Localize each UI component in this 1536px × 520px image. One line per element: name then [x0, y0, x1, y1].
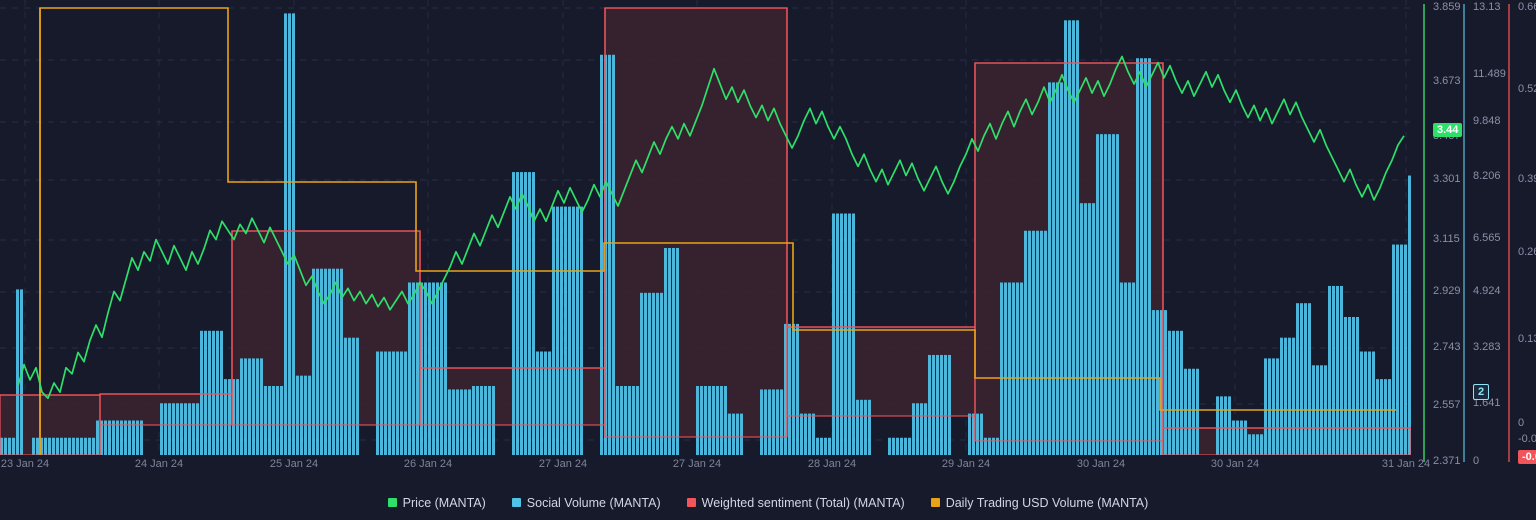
legend-price[interactable]: Price (MANTA) — [387, 495, 486, 510]
x-axis-tick: 27 Jan 24 — [538, 458, 588, 470]
legend-social-volume-swatch-icon — [511, 498, 521, 507]
weighted-sentiment-axis-tick: -0.027 — [1518, 433, 1536, 445]
price-axis-tick: 3.859 — [1433, 1, 1461, 13]
social-volume-axis-line — [1463, 4, 1465, 462]
social-volume-axis-tick: 0 — [1473, 455, 1480, 467]
social-volume-axis-current-value-badge: 2 — [1473, 384, 1490, 400]
weighted-sentiment-axis-tick: 0.132 — [1518, 333, 1536, 345]
social-volume-axis-tick: 1.641 — [1473, 397, 1501, 409]
social-volume-axis-tick: 8.206 — [1473, 170, 1501, 182]
price-axis-line — [1423, 4, 1425, 462]
social-volume-axis-tick: 9.848 — [1473, 115, 1501, 127]
price-axis-tick: 3.673 — [1433, 75, 1461, 87]
legend-trading-volume-label: Daily Trading USD Volume (MANTA) — [945, 495, 1149, 510]
weighted-sentiment-axis-tick: 0.661 — [1518, 1, 1536, 13]
x-axis-tick: 24 Jan 24 — [134, 458, 184, 470]
price-axis-current-value-badge: 3.44 — [1433, 123, 1463, 137]
legend-weighted-sentiment-label: Weighted sentiment (Total) (MANTA) — [701, 495, 905, 510]
weighted-sentiment-axis-tick: 0 — [1518, 417, 1525, 429]
price-axis-tick: 2.371 — [1433, 455, 1461, 467]
legend-price-swatch-icon — [387, 498, 397, 507]
legend-social-volume[interactable]: Social Volume (MANTA) — [511, 495, 661, 510]
legend-weighted-sentiment[interactable]: Weighted sentiment (Total) (MANTA) — [686, 495, 905, 510]
x-axis-tick: 30 Jan 24 — [1210, 458, 1260, 470]
x-axis-tick: 26 Jan 24 — [403, 458, 453, 470]
x-axis-tick: 29 Jan 24 — [941, 458, 991, 470]
x-axis: 23 Jan 24 24 Jan 24 25 Jan 24 26 Jan 24 27 J… — [0, 455, 1430, 485]
x-axis-tick: 30 Jan 24 — [1076, 458, 1126, 470]
x-axis-tick: 28 Jan 24 — [807, 458, 857, 470]
social-volume-axis-tick: 11.489 — [1473, 68, 1506, 80]
social-volume-axis-tick: 6.565 — [1473, 232, 1501, 244]
price-axis-tick: 2.557 — [1433, 399, 1461, 411]
social-volume-axis-tick: 13.13 — [1473, 1, 1501, 13]
x-axis-tick: 27 Jan 24 — [672, 458, 722, 470]
weighted-sentiment-axis-line — [1508, 4, 1510, 462]
weighted-sentiment-axis-current-value-badge: -0.053 — [1518, 450, 1536, 464]
weighted-sentiment-axis-tick: 0.397 — [1518, 173, 1536, 185]
price-line — [17, 55, 1405, 400]
weighted-sentiment-axis-tick: 0.529 — [1518, 83, 1536, 95]
legend-trading-volume-swatch-icon — [930, 498, 940, 507]
price-axis-tick: 3.301 — [1433, 173, 1461, 185]
x-axis-tick: 31 Jan 24 — [1381, 458, 1431, 470]
price-axis-tick: 2.743 — [1433, 341, 1461, 353]
weighted-sentiment-axis-tick: 0.264 — [1518, 246, 1536, 258]
legend-trading-volume[interactable]: Daily Trading USD Volume (MANTA) — [930, 495, 1149, 510]
legend-social-volume-label: Social Volume (MANTA) — [526, 495, 661, 510]
legend-weighted-sentiment-swatch-icon — [686, 498, 696, 507]
social-volume-axis-tick: 4.924 — [1473, 285, 1501, 297]
x-axis-tick: 23 Jan 24 — [0, 458, 50, 470]
social-volume-bars — [0, 13, 1411, 455]
chart-plot-area[interactable] — [0, 0, 1411, 455]
price-axis-tick: 2.929 — [1433, 285, 1461, 297]
chart-canvas — [0, 0, 1411, 455]
y-axes-group: 3.8593.6733.4873.3013.1152.9292.7432.557… — [1411, 0, 1536, 470]
chart-legend: Price (MANTA) Social Volume (MANTA) Weight… — [0, 485, 1536, 520]
social-volume-axis-tick: 3.283 — [1473, 341, 1501, 353]
price-axis-tick: 3.115 — [1433, 233, 1460, 245]
legend-price-label: Price (MANTA) — [402, 495, 486, 510]
x-axis-tick: 25 Jan 24 — [269, 458, 319, 470]
